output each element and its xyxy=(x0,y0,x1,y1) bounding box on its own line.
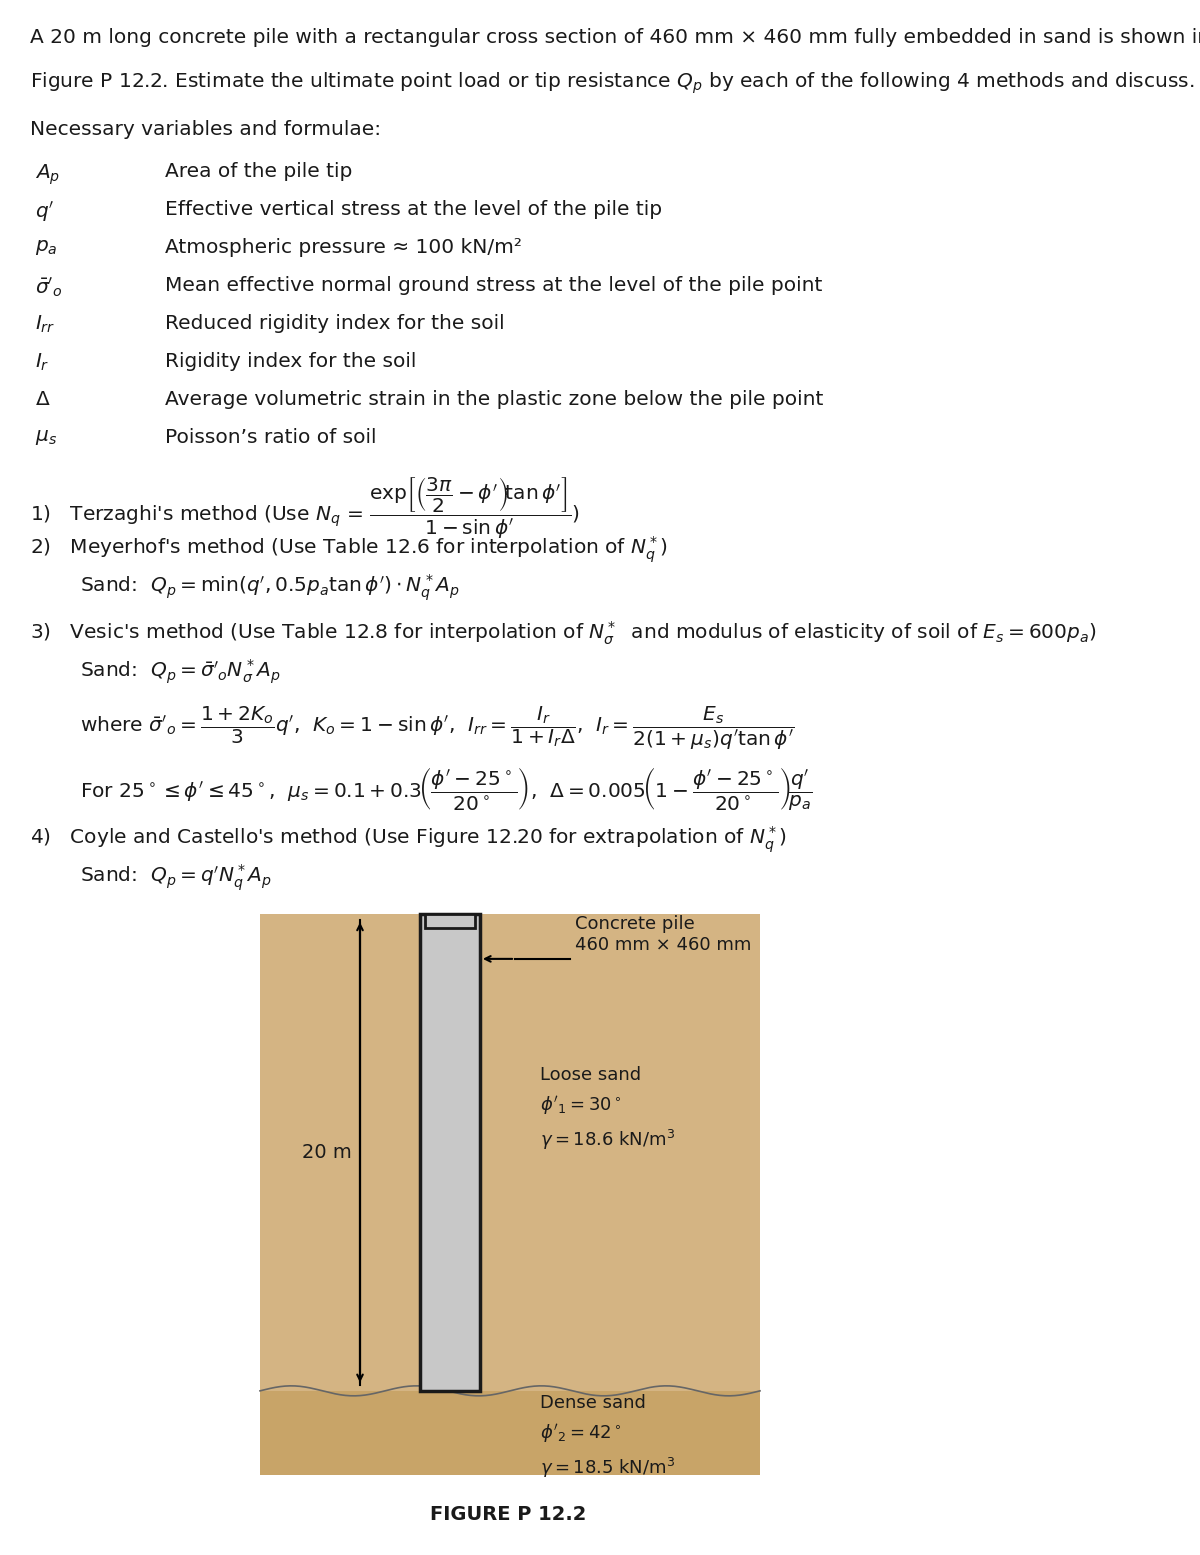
Text: Sand:  $Q_p = \min(q', 0.5p_a\tan\phi') \cdot N_q^* A_p$: Sand: $Q_p = \min(q', 0.5p_a\tan\phi') \… xyxy=(80,572,460,603)
Text: Atmospheric pressure ≈ 100 kN/m²: Atmospheric pressure ≈ 100 kN/m² xyxy=(166,238,522,257)
Text: $\Delta$: $\Delta$ xyxy=(35,390,50,409)
Text: $\bar{\sigma}'_o$: $\bar{\sigma}'_o$ xyxy=(35,275,62,300)
Text: $\mu_s$: $\mu_s$ xyxy=(35,428,58,446)
Text: $q'$: $q'$ xyxy=(35,201,54,224)
Text: Mean effective normal ground stress at the level of the pile point: Mean effective normal ground stress at t… xyxy=(166,275,822,295)
Text: For $25^\circ \leq \phi' \leq 45^\circ$,  $\mu_s = 0.1 + 0.3\!\left(\dfrac{\phi': For $25^\circ \leq \phi' \leq 45^\circ$,… xyxy=(80,767,812,813)
Text: 2)   Meyerhof's method (Use Table 12.6 for interpolation of $N_q^*$): 2) Meyerhof's method (Use Table 12.6 for… xyxy=(30,533,668,564)
Text: Average volumetric strain in the plastic zone below the pile point: Average volumetric strain in the plastic… xyxy=(166,390,823,409)
Text: Rigidity index for the soil: Rigidity index for the soil xyxy=(166,351,416,372)
Text: Sand:  $Q_p = q'N_q^* A_p$: Sand: $Q_p = q'N_q^* A_p$ xyxy=(80,861,272,893)
Text: Concrete pile
460 mm × 460 mm: Concrete pile 460 mm × 460 mm xyxy=(575,914,751,953)
Text: $A_p$: $A_p$ xyxy=(35,162,60,187)
Text: Necessary variables and formulae:: Necessary variables and formulae: xyxy=(30,120,382,138)
Text: 20 m: 20 m xyxy=(302,1143,352,1162)
Bar xyxy=(420,914,480,1390)
Text: $I_{rr}$: $I_{rr}$ xyxy=(35,314,55,336)
Text: Sand:  $Q_p = \bar{\sigma}'_o N_\sigma^* A_p$: Sand: $Q_p = \bar{\sigma}'_o N_\sigma^* … xyxy=(80,658,281,686)
Text: FIGURE P 12.2: FIGURE P 12.2 xyxy=(430,1505,587,1524)
Text: Area of the pile tip: Area of the pile tip xyxy=(166,162,353,180)
Text: Figure P 12.2. Estimate the ultimate point load or tip resistance $Q_p$ by each : Figure P 12.2. Estimate the ultimate poi… xyxy=(30,70,1194,95)
Text: 1)   Terzaghi's method (Use $N_q$ = $\dfrac{\exp\!\left[\left(\dfrac{3\pi}{2}-\p: 1) Terzaghi's method (Use $N_q$ = $\dfra… xyxy=(30,476,580,541)
Text: $I_r$: $I_r$ xyxy=(35,351,49,373)
Bar xyxy=(260,914,760,1390)
Text: Loose sand
$\phi'_1 = 30^\circ$
$\gamma = 18.6$ kN/m$^3$: Loose sand $\phi'_1 = 30^\circ$ $\gamma … xyxy=(540,1067,676,1152)
Text: Dense sand
$\phi'_2 = 42^\circ$
$\gamma = 18.5$ kN/m$^3$: Dense sand $\phi'_2 = 42^\circ$ $\gamma … xyxy=(540,1395,676,1480)
Bar xyxy=(425,914,475,928)
Bar xyxy=(260,1390,760,1476)
Text: Reduced rigidity index for the soil: Reduced rigidity index for the soil xyxy=(166,314,505,333)
Text: 4)   Coyle and Castello's method (Use Figure 12.20 for extrapolation of $N_q^*$): 4) Coyle and Castello's method (Use Figu… xyxy=(30,824,787,855)
Text: Poisson’s ratio of soil: Poisson’s ratio of soil xyxy=(166,428,377,446)
Text: where $\bar{\sigma}'_o = \dfrac{1+2K_o}{3}q'$,  $K_o = 1 - \sin\phi'$,  $I_{rr} : where $\bar{\sigma}'_o = \dfrac{1+2K_o}{… xyxy=(80,704,794,751)
Text: Effective vertical stress at the level of the pile tip: Effective vertical stress at the level o… xyxy=(166,201,662,219)
Text: $p_a$: $p_a$ xyxy=(35,238,58,257)
Text: A 20 m long concrete pile with a rectangular cross section of 460 mm × 460 mm fu: A 20 m long concrete pile with a rectang… xyxy=(30,28,1200,47)
Text: 3)   Vesic's method (Use Table 12.8 for interpolation of $N_\sigma^*$  and modul: 3) Vesic's method (Use Table 12.8 for in… xyxy=(30,620,1097,647)
